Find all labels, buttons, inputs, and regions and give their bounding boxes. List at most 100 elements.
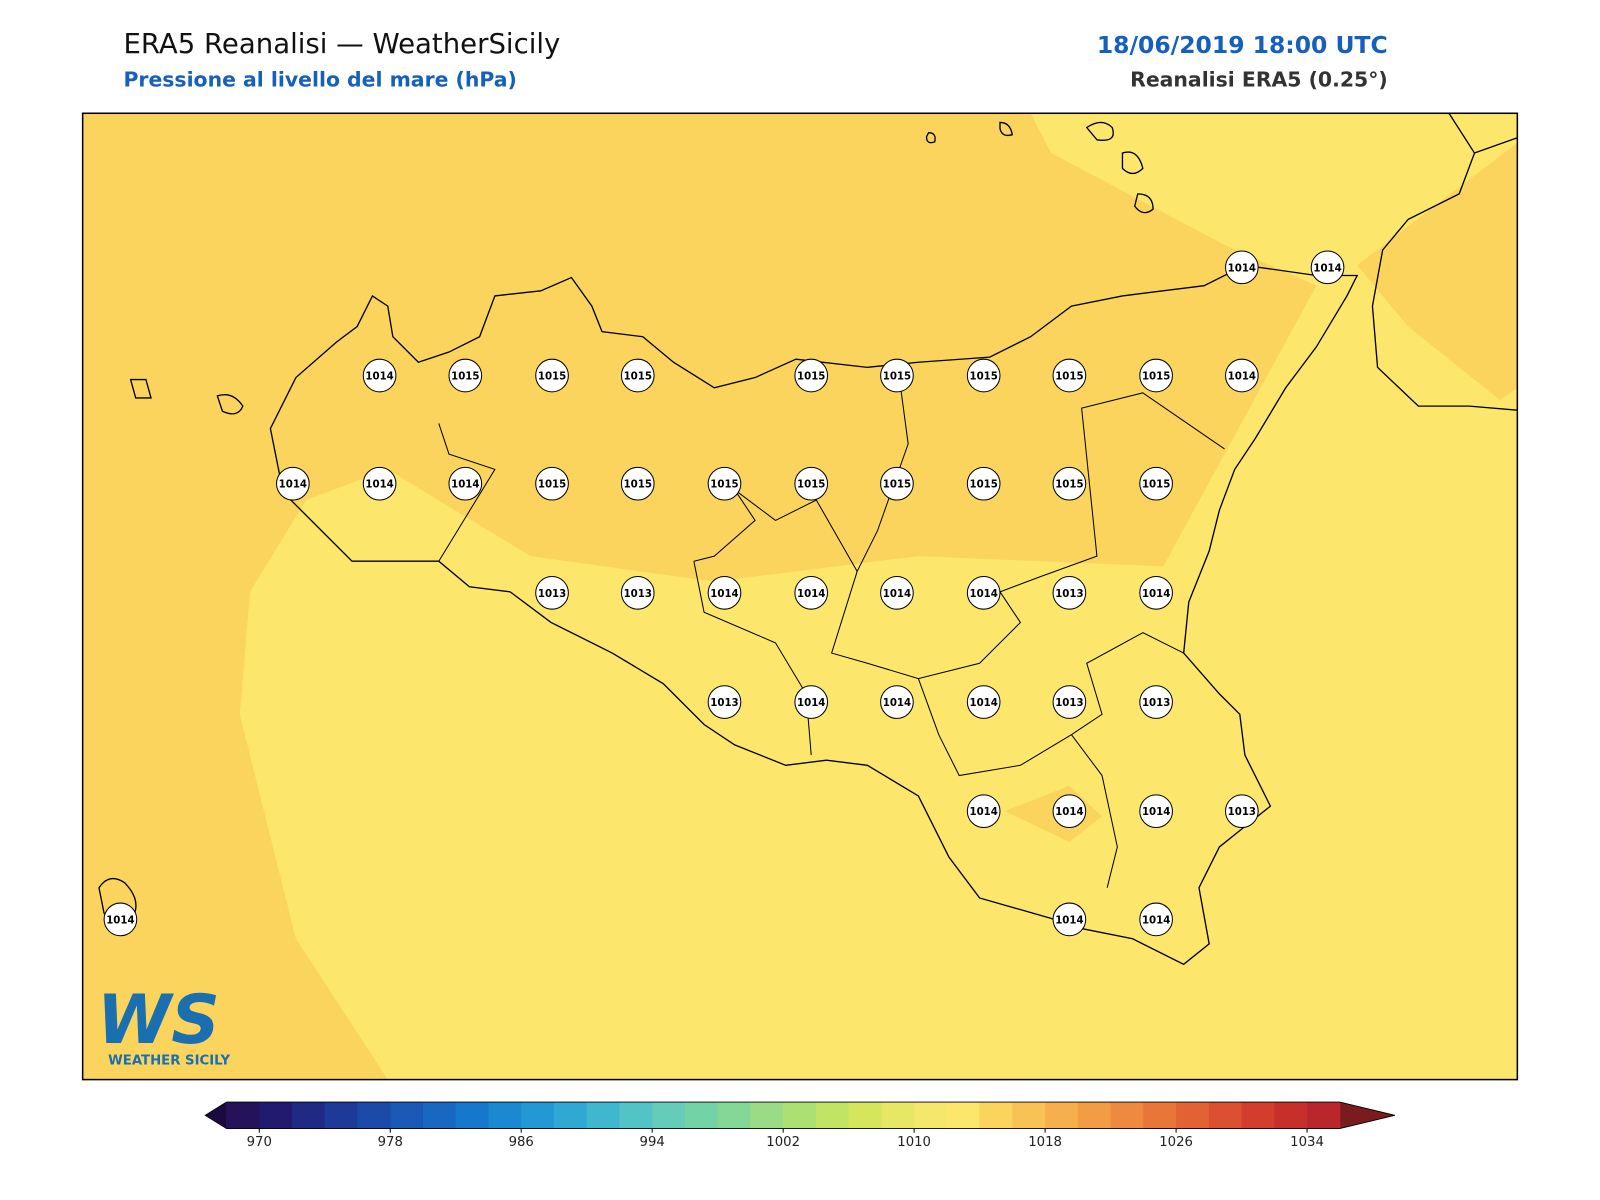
station: 1014 bbox=[880, 685, 914, 719]
station-value: 1015 bbox=[624, 372, 652, 383]
station-value: 1014 bbox=[1055, 915, 1083, 926]
station: 1015 bbox=[794, 466, 829, 501]
colorbar-band bbox=[1077, 1102, 1112, 1129]
station-value: 1014 bbox=[1228, 372, 1256, 383]
station: 1015 bbox=[448, 358, 483, 393]
station: 1013 bbox=[1052, 576, 1087, 610]
station: 1015 bbox=[1139, 358, 1173, 393]
station-marker bbox=[535, 358, 569, 393]
colorbar-tick-label: 1026 bbox=[1159, 1135, 1193, 1150]
station: 1014 bbox=[880, 576, 914, 610]
station-value: 1014 bbox=[1228, 263, 1256, 274]
station: 1015 bbox=[1139, 466, 1173, 501]
colorbar-band bbox=[848, 1102, 882, 1129]
station: 1014 bbox=[448, 466, 483, 501]
colorbar-band bbox=[259, 1102, 293, 1129]
map-area: 1014 1014 1014 1015 1015 1015 1015 1015 1015 1015… bbox=[81, 112, 1519, 1081]
station-marker bbox=[880, 576, 914, 610]
station: 1013 bbox=[1225, 794, 1259, 829]
station-marker bbox=[103, 902, 138, 937]
station-value: 1014 bbox=[710, 589, 738, 600]
station-marker bbox=[794, 466, 829, 501]
station-value: 1014 bbox=[279, 480, 307, 491]
colorbar-band bbox=[1176, 1102, 1210, 1129]
title: ERA5 Reanalisi — WeatherSicily bbox=[123, 28, 560, 60]
station: 1015 bbox=[880, 466, 914, 501]
colorbar-band bbox=[652, 1102, 686, 1129]
station-marker bbox=[1139, 466, 1173, 501]
colorbar-tick-label: 970 bbox=[247, 1135, 272, 1150]
station-value: 1015 bbox=[797, 480, 825, 491]
station: 1013 bbox=[620, 576, 655, 610]
station: 1013 bbox=[1052, 685, 1087, 719]
station-marker bbox=[362, 466, 397, 501]
station: 1015 bbox=[707, 466, 742, 501]
colorbar-tick-label: 1002 bbox=[766, 1135, 800, 1150]
station: 1015 bbox=[535, 358, 569, 393]
station: 1014 bbox=[362, 466, 397, 501]
station-value: 1013 bbox=[538, 589, 566, 600]
station: 1013 bbox=[1139, 685, 1173, 719]
field-high bbox=[82, 113, 1317, 1080]
station-value: 1014 bbox=[883, 698, 911, 709]
datetime: 18/06/2019 18:00 UTC bbox=[1097, 31, 1388, 59]
station-value: 1014 bbox=[883, 589, 911, 600]
colorbar-band bbox=[881, 1102, 915, 1129]
station-value: 1013 bbox=[710, 698, 738, 709]
colorbar-tick-label: 1018 bbox=[1028, 1135, 1062, 1150]
colorbar-band bbox=[422, 1102, 457, 1129]
logo: WS WEATHER SICILY bbox=[97, 980, 231, 1068]
colorbar-tick-label: 994 bbox=[640, 1135, 665, 1150]
station-value: 1014 bbox=[1055, 807, 1083, 818]
station: 1015 bbox=[794, 358, 829, 393]
colorbar-band bbox=[815, 1102, 850, 1129]
station-value: 1015 bbox=[883, 480, 911, 491]
colorbar-band bbox=[1012, 1102, 1046, 1129]
station: 1015 bbox=[1052, 466, 1087, 501]
station-marker bbox=[1139, 576, 1173, 610]
colorbar-tick-label: 986 bbox=[509, 1135, 534, 1150]
station-value: 1015 bbox=[797, 372, 825, 383]
station-value: 1014 bbox=[969, 698, 997, 709]
station: 1014 bbox=[1139, 794, 1173, 829]
station-value: 1015 bbox=[969, 372, 997, 383]
station: 1015 bbox=[1052, 358, 1087, 393]
station: 1015 bbox=[620, 358, 655, 393]
station-value: 1014 bbox=[797, 698, 825, 709]
station-value: 1015 bbox=[451, 372, 479, 383]
logo-text: WEATHER SICILY bbox=[108, 1053, 230, 1068]
colorbar-band bbox=[226, 1102, 260, 1129]
station-marker bbox=[794, 358, 829, 393]
station: 1014 bbox=[966, 685, 1001, 719]
station: 1014 bbox=[1310, 250, 1345, 285]
logo-mark: WS bbox=[97, 980, 220, 1059]
station-value: 1013 bbox=[1228, 807, 1256, 818]
colorbar-band bbox=[1110, 1102, 1144, 1129]
station-marker bbox=[620, 466, 655, 501]
colorbar-band bbox=[324, 1102, 359, 1129]
colorbar-band bbox=[783, 1102, 817, 1129]
station-value: 1015 bbox=[624, 480, 652, 491]
station: 1014 bbox=[966, 576, 1001, 610]
station: 1014 bbox=[1139, 902, 1173, 937]
colorbar-tick-label: 1034 bbox=[1290, 1135, 1324, 1150]
station-marker bbox=[1225, 794, 1259, 829]
station-value: 1015 bbox=[883, 372, 911, 383]
station-marker bbox=[1225, 250, 1259, 285]
station-value: 1015 bbox=[1055, 372, 1083, 383]
station-marker bbox=[1052, 794, 1087, 829]
station-marker bbox=[1052, 685, 1087, 719]
station-marker bbox=[448, 466, 483, 501]
station-value: 1015 bbox=[1142, 480, 1170, 491]
station-marker bbox=[1052, 358, 1087, 393]
station-marker bbox=[1139, 794, 1173, 829]
colorbar-band bbox=[914, 1102, 948, 1129]
colorbar-under bbox=[205, 1102, 227, 1129]
station: 1014 bbox=[1052, 794, 1087, 829]
station-marker bbox=[707, 576, 742, 610]
station-value: 1014 bbox=[1313, 263, 1341, 274]
station-value: 1013 bbox=[1055, 589, 1083, 600]
station-marker bbox=[966, 576, 1001, 610]
station-marker bbox=[1139, 685, 1173, 719]
